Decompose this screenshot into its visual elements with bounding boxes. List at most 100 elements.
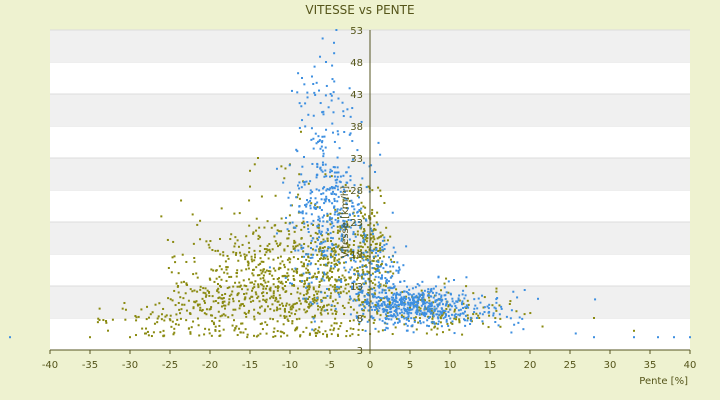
data-point xyxy=(370,212,373,215)
data-point xyxy=(312,114,315,117)
data-point xyxy=(495,309,498,312)
data-point xyxy=(303,83,306,86)
data-point xyxy=(363,273,366,276)
data-point xyxy=(331,187,334,190)
data-point xyxy=(345,202,348,205)
data-point xyxy=(334,218,337,221)
data-point xyxy=(288,311,291,314)
data-point xyxy=(160,215,163,218)
data-point xyxy=(352,280,355,283)
data-point xyxy=(242,279,245,282)
data-point xyxy=(202,291,205,294)
data-point xyxy=(292,245,295,248)
data-point xyxy=(399,291,402,294)
data-point xyxy=(378,307,381,310)
data-point xyxy=(416,311,419,314)
data-point xyxy=(276,289,279,292)
data-point xyxy=(314,197,317,200)
data-point xyxy=(428,291,431,294)
data-point xyxy=(417,301,420,304)
data-point xyxy=(386,297,389,300)
data-point xyxy=(314,241,317,244)
data-point xyxy=(313,65,316,68)
data-point xyxy=(322,333,325,336)
data-point xyxy=(439,298,442,301)
data-point xyxy=(228,294,231,297)
data-point xyxy=(387,305,390,308)
data-point xyxy=(212,269,215,272)
data-point xyxy=(296,91,299,94)
data-point xyxy=(407,317,410,320)
data-point xyxy=(170,325,173,328)
data-point xyxy=(368,261,371,264)
data-point xyxy=(302,250,305,253)
data-point xyxy=(259,322,262,325)
data-point xyxy=(361,234,364,237)
data-point xyxy=(174,304,177,307)
data-point xyxy=(386,309,389,312)
data-point xyxy=(310,262,313,265)
data-point xyxy=(339,279,342,282)
data-point xyxy=(322,305,325,308)
data-point xyxy=(301,165,304,168)
data-point xyxy=(317,226,320,229)
data-point xyxy=(308,305,311,308)
data-point xyxy=(399,303,402,306)
data-point xyxy=(358,304,361,307)
data-point xyxy=(326,264,329,267)
data-point xyxy=(338,295,341,298)
data-point xyxy=(339,190,342,193)
data-point xyxy=(458,320,461,323)
data-point xyxy=(392,296,395,299)
data-point xyxy=(392,305,395,308)
data-point xyxy=(272,292,275,295)
data-point xyxy=(285,304,288,307)
data-point xyxy=(219,315,222,318)
data-point xyxy=(354,260,357,263)
data-point xyxy=(377,186,380,189)
data-point xyxy=(332,91,335,94)
data-point xyxy=(315,299,318,302)
data-point xyxy=(264,253,267,256)
data-point xyxy=(361,289,364,292)
data-point xyxy=(391,211,394,214)
data-point xyxy=(234,327,237,330)
data-point xyxy=(253,315,256,318)
data-point xyxy=(367,304,370,307)
data-point xyxy=(318,220,321,223)
data-point xyxy=(283,309,286,312)
data-point xyxy=(326,335,329,338)
data-point xyxy=(316,226,319,229)
data-point xyxy=(333,80,336,83)
data-point xyxy=(324,146,327,149)
data-point xyxy=(463,318,466,321)
data-point xyxy=(259,332,262,335)
data-point xyxy=(365,251,368,254)
data-point xyxy=(433,309,436,312)
data-point xyxy=(281,260,284,263)
data-point xyxy=(374,228,377,231)
data-point xyxy=(433,305,436,308)
data-point xyxy=(252,232,255,235)
data-point xyxy=(364,249,367,252)
data-point xyxy=(376,305,379,308)
data-point xyxy=(364,298,367,301)
data-point xyxy=(316,292,319,295)
data-point xyxy=(332,225,335,228)
data-point xyxy=(386,317,389,320)
data-point xyxy=(330,276,333,279)
data-point xyxy=(325,84,328,87)
data-point xyxy=(426,319,429,322)
data-point xyxy=(537,297,539,300)
data-point xyxy=(673,336,675,339)
data-point xyxy=(182,297,185,300)
data-point xyxy=(426,324,429,327)
data-point xyxy=(394,303,397,306)
data-point xyxy=(348,200,351,203)
data-point xyxy=(403,295,406,298)
data-point xyxy=(410,312,413,315)
data-point xyxy=(221,301,224,304)
data-point xyxy=(239,285,242,288)
data-point xyxy=(346,249,349,252)
data-point xyxy=(253,249,256,252)
